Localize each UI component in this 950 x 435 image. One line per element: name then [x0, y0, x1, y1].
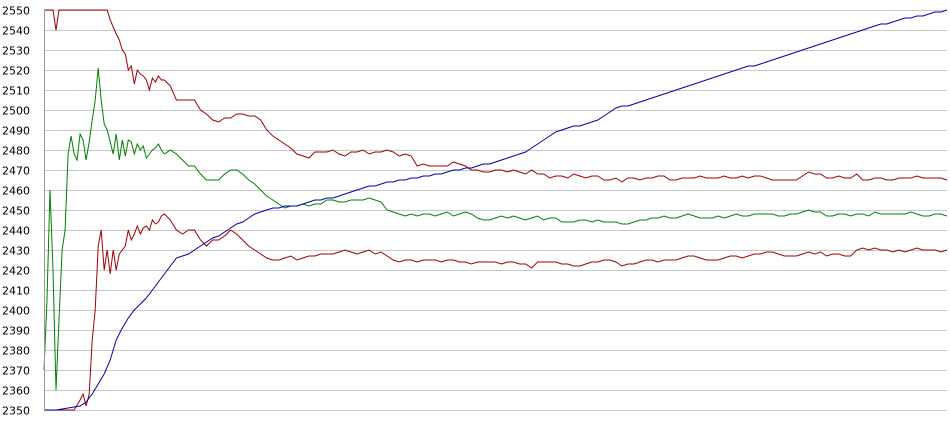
y-tick-label-2460: 2460: [2, 185, 30, 198]
y-tick-label-2490: 2490: [2, 125, 30, 138]
y-tick-label-2400: 2400: [2, 305, 30, 318]
series-line-2: [43, 67, 948, 391]
y-tick-label-2370: 2370: [2, 365, 30, 378]
y-tick-label-2430: 2430: [2, 245, 30, 258]
y-tick-label-2510: 2510: [2, 85, 30, 98]
y-tick-label-2540: 2540: [2, 25, 30, 38]
y-tick-label-2470: 2470: [2, 165, 30, 178]
y-tick-label-2380: 2380: [2, 345, 30, 358]
y-axis-tick-labels: 2350 2360 2370 2380 2390 2400 2410 2420 2430 2440…: [2, 5, 30, 418]
y-tick-label-2500: 2500: [2, 105, 30, 118]
y-tick-label-2390: 2390: [2, 325, 30, 338]
y-tick-label-2550: 2550: [2, 5, 30, 18]
series-line-4: [44, 9, 948, 411]
y-tick-label-2530: 2530: [2, 45, 30, 58]
y-tick-label-2520: 2520: [2, 65, 30, 78]
y-tick-label-2480: 2480: [2, 145, 30, 158]
series-line-3: [44, 213, 948, 411]
y-tick-label-2350: 2350: [2, 405, 30, 418]
y-tick-label-2440: 2440: [2, 225, 30, 238]
y-tick-label-2410: 2410: [2, 285, 30, 298]
y-tick-label-2450: 2450: [2, 205, 30, 218]
series-lines: [43, 9, 948, 411]
y-tick-label-2420: 2420: [2, 265, 30, 278]
series-line-1: [44, 9, 948, 183]
y-tick-label-2360: 2360: [2, 385, 30, 398]
